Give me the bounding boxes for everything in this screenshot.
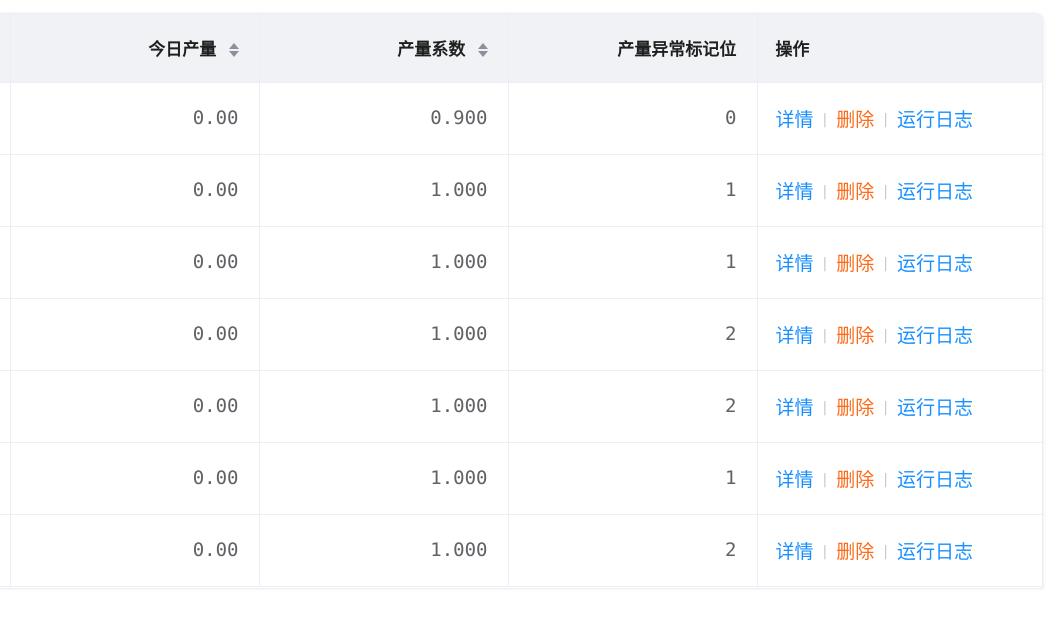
cell-previous-column — [0, 514, 11, 587]
sort-icon[interactable] — [477, 41, 488, 59]
separator: | — [883, 111, 888, 128]
header-today-output[interactable]: 今日产量 — [10, 14, 260, 83]
detail-link[interactable]: 详情 — [775, 540, 814, 563]
cell-previous-column — [0, 442, 11, 515]
cell-actions: 详情 | 删除 | 运行日志 — [757, 154, 1042, 227]
cell-abnormal-flag: 1 — [508, 226, 758, 299]
cell-output-coef: 1.000 — [259, 442, 509, 515]
cell-abnormal-flag: 0 — [508, 82, 758, 155]
delete-link[interactable]: 删除 — [836, 540, 875, 563]
run-log-link[interactable]: 运行日志 — [896, 468, 973, 491]
cell-output-coef: 0.900 — [259, 82, 509, 155]
cell-output-coef: 1.000 — [259, 514, 509, 587]
cell-abnormal-flag: 1 — [508, 154, 758, 227]
cell-today-output: 0.00 — [10, 298, 260, 371]
header-previous-column — [0, 14, 11, 83]
delete-link[interactable]: 删除 — [836, 180, 875, 203]
cell-previous-column — [0, 154, 11, 227]
data-table: 今日产量 产量系数 产量异常标记位 操作 0.00 0.900 0 详情 | 删除 |… — [0, 13, 1043, 589]
cell-today-output: 0.00 — [10, 370, 260, 443]
separator: | — [883, 471, 888, 488]
cell-today-output: 0.00 — [10, 442, 260, 515]
cell-actions: 详情 | 删除 | 运行日志 — [757, 514, 1042, 587]
table-header: 今日产量 产量系数 产量异常标记位 操作 — [0, 14, 1042, 83]
table-row: 0.00 1.000 2 详情 | 删除 | 运行日志 — [0, 370, 1042, 443]
separator: | — [822, 183, 828, 200]
cell-actions: 详情 | 删除 | 运行日志 — [757, 442, 1042, 515]
cell-today-output: 0.00 — [10, 226, 260, 299]
cell-today-output: 0.00 — [10, 82, 260, 155]
cell-output-coef: 1.000 — [259, 298, 509, 371]
separator: | — [822, 399, 828, 416]
table-row: 0.00 1.000 2 详情 | 删除 | 运行日志 — [0, 298, 1042, 371]
cell-abnormal-flag: 2 — [508, 298, 758, 371]
delete-link[interactable]: 删除 — [836, 468, 875, 491]
delete-link[interactable]: 删除 — [836, 252, 875, 275]
separator: | — [883, 543, 888, 560]
separator: | — [822, 543, 828, 560]
table-row: 0.00 1.000 1 详情 | 删除 | 运行日志 — [0, 154, 1042, 227]
cell-abnormal-flag: 2 — [508, 370, 758, 443]
cell-today-output: 0.00 — [10, 154, 260, 227]
header-output-coef[interactable]: 产量系数 — [259, 14, 509, 83]
cell-actions: 详情 | 删除 | 运行日志 — [757, 82, 1042, 155]
cell-today-output: 0.00 — [10, 514, 260, 587]
cell-actions: 详情 | 删除 | 运行日志 — [757, 226, 1042, 299]
separator: | — [822, 111, 828, 128]
detail-link[interactable]: 详情 — [775, 396, 814, 419]
header-abnormal-flag: 产量异常标记位 — [508, 14, 758, 83]
cell-previous-column — [0, 226, 11, 299]
detail-link[interactable]: 详情 — [775, 324, 814, 347]
table-row: 0.00 1.000 2 详情 | 删除 | 运行日志 — [0, 514, 1042, 587]
cell-actions: 详情 | 删除 | 运行日志 — [757, 370, 1042, 443]
detail-link[interactable]: 详情 — [775, 252, 814, 275]
header-actions: 操作 — [757, 14, 1042, 83]
cell-previous-column — [0, 82, 11, 155]
cell-abnormal-flag: 1 — [508, 442, 758, 515]
detail-link[interactable]: 详情 — [775, 108, 814, 131]
sort-icon[interactable] — [228, 41, 239, 59]
separator: | — [883, 399, 888, 416]
cell-previous-column — [0, 298, 11, 371]
table-row: 0.00 1.000 1 详情 | 删除 | 运行日志 — [0, 442, 1042, 515]
cell-output-coef: 1.000 — [259, 154, 509, 227]
run-log-link[interactable]: 运行日志 — [896, 540, 973, 563]
run-log-link[interactable]: 运行日志 — [896, 324, 973, 347]
run-log-link[interactable]: 运行日志 — [896, 180, 973, 203]
run-log-link[interactable]: 运行日志 — [896, 396, 973, 419]
separator: | — [883, 183, 888, 200]
cell-previous-column — [0, 370, 11, 443]
detail-link[interactable]: 详情 — [775, 468, 814, 491]
separator: | — [822, 327, 828, 344]
cell-output-coef: 1.000 — [259, 226, 509, 299]
separator: | — [822, 471, 828, 488]
detail-link[interactable]: 详情 — [775, 180, 814, 203]
separator: | — [883, 255, 888, 272]
table-row: 0.00 1.000 1 详情 | 删除 | 运行日志 — [0, 226, 1042, 299]
delete-link[interactable]: 删除 — [836, 396, 875, 419]
separator: | — [883, 327, 888, 344]
run-log-link[interactable]: 运行日志 — [896, 108, 973, 131]
run-log-link[interactable]: 运行日志 — [896, 252, 973, 275]
separator: | — [822, 255, 828, 272]
delete-link[interactable]: 删除 — [836, 324, 875, 347]
cell-actions: 详情 | 删除 | 运行日志 — [757, 298, 1042, 371]
table-row: 0.00 0.900 0 详情 | 删除 | 运行日志 — [0, 82, 1042, 155]
delete-link[interactable]: 删除 — [836, 108, 875, 131]
cell-abnormal-flag: 2 — [508, 514, 758, 587]
cell-output-coef: 1.000 — [259, 370, 509, 443]
